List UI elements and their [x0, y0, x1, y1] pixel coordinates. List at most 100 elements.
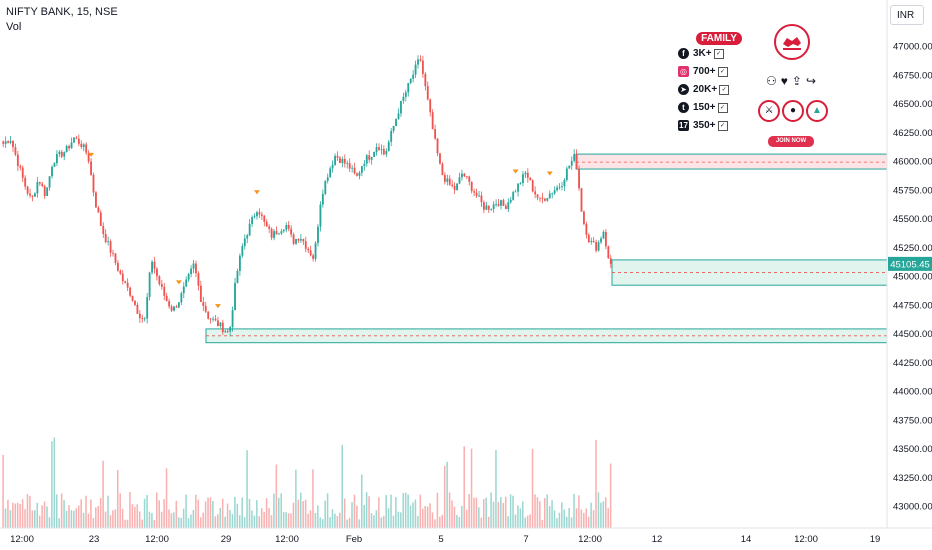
candle-body [163, 286, 166, 296]
volume-bar [543, 498, 546, 528]
volume-bar [417, 516, 419, 528]
candle-body [495, 204, 498, 205]
candle-body [531, 180, 534, 192]
volume-bar [102, 460, 104, 528]
x-axis[interactable]: 12:00 23 12:00 29 12:00 Feb 5 7 12:00 12 14 12:00 19 [10, 534, 880, 545]
social-row-facebook: f 3K+ ✓ [678, 48, 724, 62]
candle-body [278, 233, 280, 235]
volume-bar [263, 511, 265, 528]
join-now-button[interactable]: JOIN NOW [768, 136, 814, 147]
currency-selector[interactable]: INR [890, 5, 924, 25]
candle-body [480, 195, 483, 203]
candle-body [82, 144, 85, 148]
volume-bar [551, 500, 553, 528]
candle-body [592, 241, 595, 243]
candle-body [77, 138, 80, 144]
volume-bar [512, 495, 514, 528]
volume-bar [51, 441, 53, 528]
volume-bar [48, 517, 51, 528]
volume-bar [273, 493, 275, 528]
volume-bar [463, 446, 465, 528]
x-tick-label: 29 [221, 534, 232, 545]
social-row-instagram: ◎ 700+ ✓ [678, 66, 728, 80]
volume-bar [312, 469, 314, 528]
check-icon: ✓ [717, 102, 728, 113]
candle-body [226, 331, 229, 333]
candle-body [346, 163, 349, 164]
volume-bar [299, 492, 302, 528]
candle-body [356, 173, 358, 176]
bull-icon [783, 37, 801, 50]
symbol-title[interactable]: NIFTY BANK, 15, NSE [6, 6, 118, 18]
volume-bar [82, 512, 85, 528]
volume-bar [209, 497, 212, 528]
candle-body [390, 130, 393, 142]
candle-body [485, 205, 488, 210]
candle-body [153, 261, 156, 269]
candle-body [41, 183, 44, 186]
volume-bar [358, 519, 361, 528]
volume-bar [341, 444, 343, 528]
x-tick-label: 12:00 [275, 534, 299, 545]
volume-bar [504, 496, 507, 528]
candle-body [165, 295, 168, 302]
volume-bar [575, 508, 578, 528]
candle-body [34, 193, 36, 197]
follow-user-icon[interactable]: ⚇ [766, 74, 781, 88]
like-icon[interactable]: ♥ [780, 74, 792, 88]
volume-bar [112, 510, 114, 528]
volume-bar [231, 513, 234, 528]
volume-bar [370, 513, 373, 528]
candle-body [26, 186, 29, 194]
volume-bar [251, 510, 253, 528]
volume-bar [268, 508, 270, 528]
volume-bar [487, 516, 490, 528]
volume-bar [280, 493, 282, 528]
volume-bar [129, 492, 131, 528]
candle-body [543, 198, 546, 201]
x-tick-label: 23 [89, 534, 100, 545]
volume-bar [202, 512, 204, 528]
volume-bar [424, 505, 426, 528]
volume-bar [292, 502, 295, 528]
volume-bar [70, 510, 73, 528]
volume-bar [246, 450, 248, 528]
volume-bar [334, 513, 336, 528]
candle-body [500, 200, 502, 206]
candle-body [170, 306, 173, 311]
volume-bar [290, 513, 292, 528]
candle-body [280, 231, 283, 234]
candle-body [375, 147, 378, 153]
candle-body [519, 183, 522, 184]
candle-body [2, 141, 5, 144]
candle-body [38, 182, 41, 184]
candle-body [482, 202, 485, 210]
candle-body [273, 231, 275, 238]
volume-bar [58, 518, 60, 528]
volume-bar [173, 512, 175, 528]
candle-body [351, 167, 354, 169]
volume-bar [360, 474, 363, 528]
candle-body [348, 163, 351, 169]
volume-indicator-label[interactable]: Vol [6, 21, 22, 33]
candle-body [12, 140, 14, 148]
candle-body [583, 211, 585, 225]
instagram-count: 700+ [693, 66, 716, 78]
social-row-tradingview: 17 350+ ✓ [678, 120, 728, 134]
share-icon[interactable]: ⇪ [791, 74, 806, 88]
candle-body [604, 231, 607, 247]
candle-body [158, 276, 161, 285]
forward-icon[interactable]: ↪ [805, 74, 821, 88]
volume-bar [278, 497, 280, 528]
candle-body [568, 165, 571, 169]
candle-body [238, 255, 241, 271]
y-tick-label: 45000.00 [893, 272, 932, 283]
candle-body [19, 166, 22, 168]
volume-bar [75, 508, 78, 528]
candle-body [578, 168, 580, 189]
volume-bar [609, 463, 612, 528]
facebook-icon: f [678, 48, 689, 59]
y-axis[interactable]: 47000.00 46750.00 46500.00 46250.00 46000.00… [893, 42, 932, 513]
facebook-count: 3K+ [693, 48, 712, 60]
